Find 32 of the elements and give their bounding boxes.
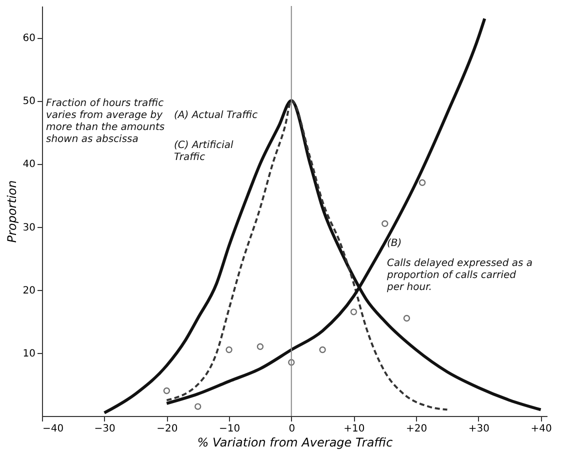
x-axis-title: % Variation from Average Traffic <box>197 436 394 450</box>
annotation: (A) Actual Traffic <box>174 110 258 121</box>
point <box>163 387 170 394</box>
point <box>382 220 388 227</box>
x-tick-label: +10 <box>344 424 365 434</box>
x-tick-label: −20 <box>156 424 178 434</box>
point <box>418 179 426 186</box>
annotation: (C) Artificial Traffic <box>174 140 234 163</box>
x-tick-label: −30 <box>94 424 116 434</box>
y-tick-label: 20 <box>22 285 36 296</box>
annotation: Calls delayed expressed as a proportion of calls carried per hour. <box>386 258 532 293</box>
x-tick-label: −10 <box>218 424 240 434</box>
y-tick-label: 10 <box>22 348 36 360</box>
annotation: Fraction of hours traffic varies from average by more than the amounts shown as abscissa <box>46 98 165 145</box>
point <box>403 314 410 322</box>
y-tick-label: 50 <box>22 96 36 108</box>
x-tick-label: +40 <box>530 424 552 434</box>
point <box>226 346 232 354</box>
x-tick-label: 0 <box>288 424 296 434</box>
y-tick-label: 30 <box>22 222 36 234</box>
y-tick-label: 40 <box>22 159 36 170</box>
x-tick-label: +20 <box>406 424 428 434</box>
x-tick-label: −40 <box>42 424 64 434</box>
point <box>319 346 326 354</box>
y-tick-label: 60 <box>22 33 36 44</box>
annotation: (B) <box>387 238 402 249</box>
x-tick-label: +30 <box>468 424 490 434</box>
point <box>288 359 295 366</box>
point <box>350 308 358 316</box>
y-axis-title: Proportion <box>4 180 19 243</box>
point <box>256 343 264 350</box>
point <box>194 403 202 410</box>
